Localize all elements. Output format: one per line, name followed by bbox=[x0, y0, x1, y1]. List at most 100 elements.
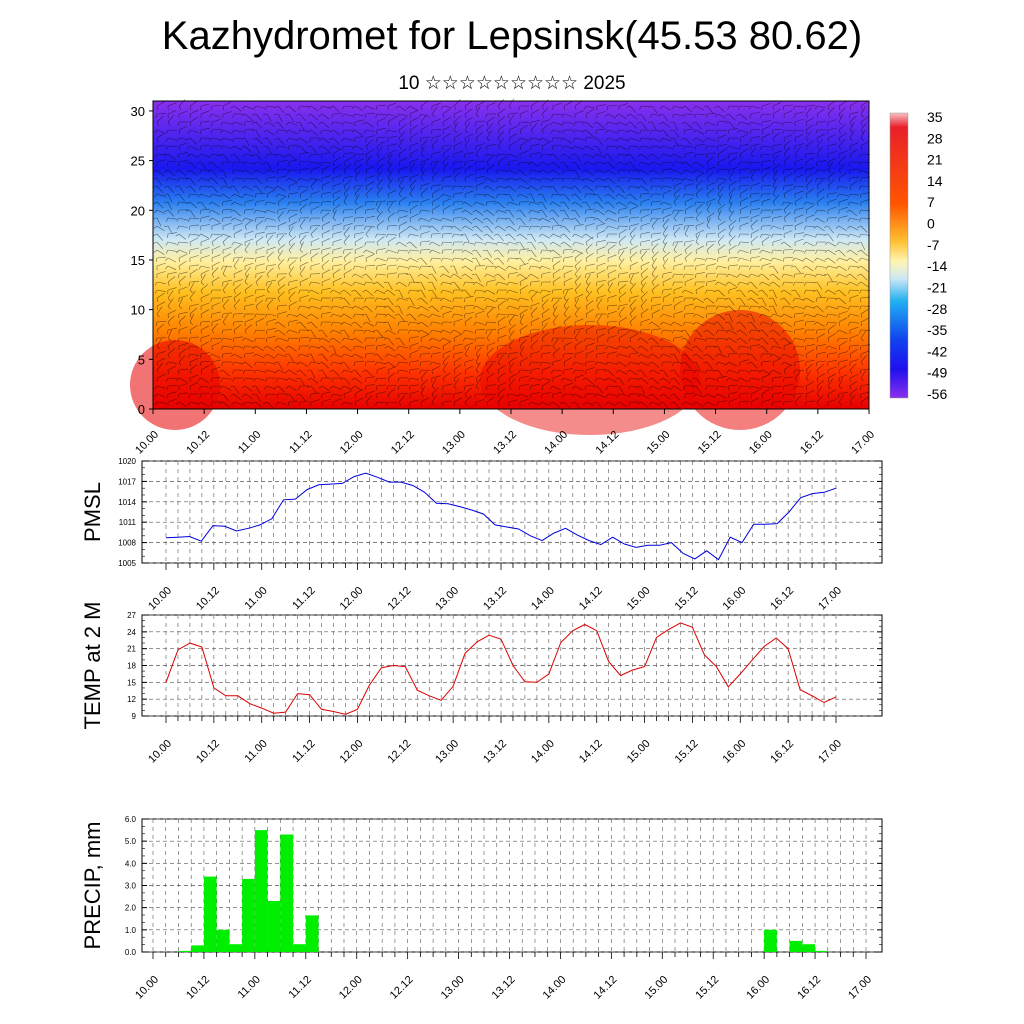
wind-barb bbox=[266, 264, 276, 267]
wind-barb bbox=[343, 175, 353, 179]
wind-barb bbox=[706, 321, 716, 326]
wind-barb bbox=[739, 143, 749, 147]
wind-barb bbox=[486, 155, 494, 163]
wind-barb bbox=[354, 397, 364, 403]
wind-barb bbox=[409, 289, 419, 292]
wind-barb bbox=[651, 361, 660, 368]
wind-barb-flag bbox=[242, 401, 246, 406]
wind-barb bbox=[277, 196, 286, 203]
wind-barb bbox=[321, 311, 331, 315]
wind-barb bbox=[277, 137, 285, 145]
wind-barb-flag bbox=[461, 273, 466, 277]
wind-barb-flag bbox=[219, 401, 224, 405]
wind-barb-flag bbox=[197, 201, 202, 204]
wind-barb bbox=[805, 179, 813, 187]
wind-barb-flag bbox=[781, 305, 785, 310]
wind-barb bbox=[222, 233, 232, 238]
wind-barb bbox=[574, 340, 583, 347]
wind-barb-flag bbox=[838, 177, 841, 182]
wind-barb-flag bbox=[398, 161, 400, 166]
wind-barb-flag bbox=[824, 233, 829, 236]
wind-barb-flag bbox=[287, 257, 290, 262]
wind-barb bbox=[156, 169, 164, 177]
wind-barb bbox=[717, 345, 722, 355]
wind-barb bbox=[651, 243, 659, 251]
wind-barb bbox=[200, 334, 210, 339]
wind-barb bbox=[321, 305, 331, 308]
wind-barb-flag bbox=[244, 273, 248, 278]
wind-barb bbox=[255, 121, 263, 129]
wind-barb-flag bbox=[233, 289, 236, 294]
wind-barb bbox=[244, 238, 254, 243]
wind-barb bbox=[288, 260, 297, 267]
wind-barb-flag bbox=[626, 153, 631, 156]
wind-barb bbox=[288, 177, 298, 183]
wind-barb-flag bbox=[783, 161, 786, 166]
wind-barb bbox=[684, 225, 690, 235]
wind-barb bbox=[585, 169, 594, 176]
wind-barb-flag bbox=[672, 281, 675, 286]
wind-barb-flag bbox=[464, 401, 467, 406]
wind-barb bbox=[805, 273, 815, 276]
wind-barb-flag bbox=[387, 185, 391, 190]
wind-barb-flag bbox=[460, 233, 466, 235]
wind-barb-flag bbox=[693, 257, 697, 262]
wind-barb bbox=[849, 176, 859, 179]
wind-barb-flag bbox=[516, 241, 521, 244]
wind-barb bbox=[838, 101, 847, 107]
wind-barb-flag bbox=[451, 257, 455, 262]
wind-barb-flag bbox=[475, 113, 479, 118]
wind-barb bbox=[772, 249, 783, 251]
wind-barb-flag bbox=[211, 241, 214, 246]
wind-barb-flag bbox=[486, 377, 489, 382]
wind-barb-flag bbox=[156, 369, 160, 374]
wind-barb-flag bbox=[442, 169, 446, 174]
wind-barb bbox=[508, 373, 518, 379]
wind-barb bbox=[607, 161, 615, 169]
wind-barb bbox=[178, 169, 186, 177]
wind-barb bbox=[233, 256, 244, 259]
wind-barb-flag bbox=[660, 201, 664, 206]
wind-barbs bbox=[152, 98, 871, 410]
wind-barb bbox=[761, 399, 771, 403]
wind-barb bbox=[420, 161, 426, 171]
wind-barb bbox=[574, 369, 585, 372]
wind-barb bbox=[629, 177, 640, 180]
wind-barb bbox=[299, 266, 306, 275]
wind-barb bbox=[508, 272, 518, 275]
wind-barb bbox=[299, 261, 309, 267]
wind-barb-flag bbox=[551, 369, 554, 374]
wind-barb bbox=[750, 361, 758, 369]
wind-barb-flag bbox=[299, 153, 301, 159]
wind-barb bbox=[365, 321, 375, 327]
wind-barb bbox=[816, 297, 827, 299]
wind-barb-flag bbox=[343, 273, 346, 278]
wind-barb bbox=[530, 185, 539, 192]
wind-barb-flag bbox=[263, 113, 268, 115]
wind-barb bbox=[486, 225, 494, 234]
wind-barb bbox=[662, 185, 672, 188]
wind-barb-flag bbox=[694, 113, 697, 118]
wind-barb-flag bbox=[219, 393, 224, 396]
wind-barb bbox=[167, 361, 177, 364]
wind-barb-flag bbox=[310, 249, 312, 254]
wind-barb-flag bbox=[428, 225, 433, 229]
wind-barb-flag bbox=[717, 185, 720, 190]
wind-barb bbox=[387, 143, 397, 147]
wind-barb bbox=[640, 393, 649, 399]
wind-barb bbox=[288, 159, 298, 163]
wind-barb-flag bbox=[748, 105, 752, 110]
wind-barb-flag bbox=[352, 113, 356, 118]
wind-barb-flag bbox=[637, 121, 642, 124]
wind-barb-flag bbox=[706, 225, 711, 229]
wind-barb-flag bbox=[352, 145, 356, 150]
wind-barb-flag bbox=[219, 193, 224, 197]
wind-barb bbox=[167, 276, 176, 283]
wind-barb-flag bbox=[618, 289, 621, 294]
wind-barb bbox=[629, 251, 637, 259]
wind-barb-flag bbox=[837, 337, 840, 342]
x-tick-label: 16.12 bbox=[798, 429, 826, 457]
wind-barb-flag bbox=[648, 337, 653, 341]
wind-barb-flag bbox=[783, 193, 786, 198]
wind-barb bbox=[178, 233, 187, 240]
